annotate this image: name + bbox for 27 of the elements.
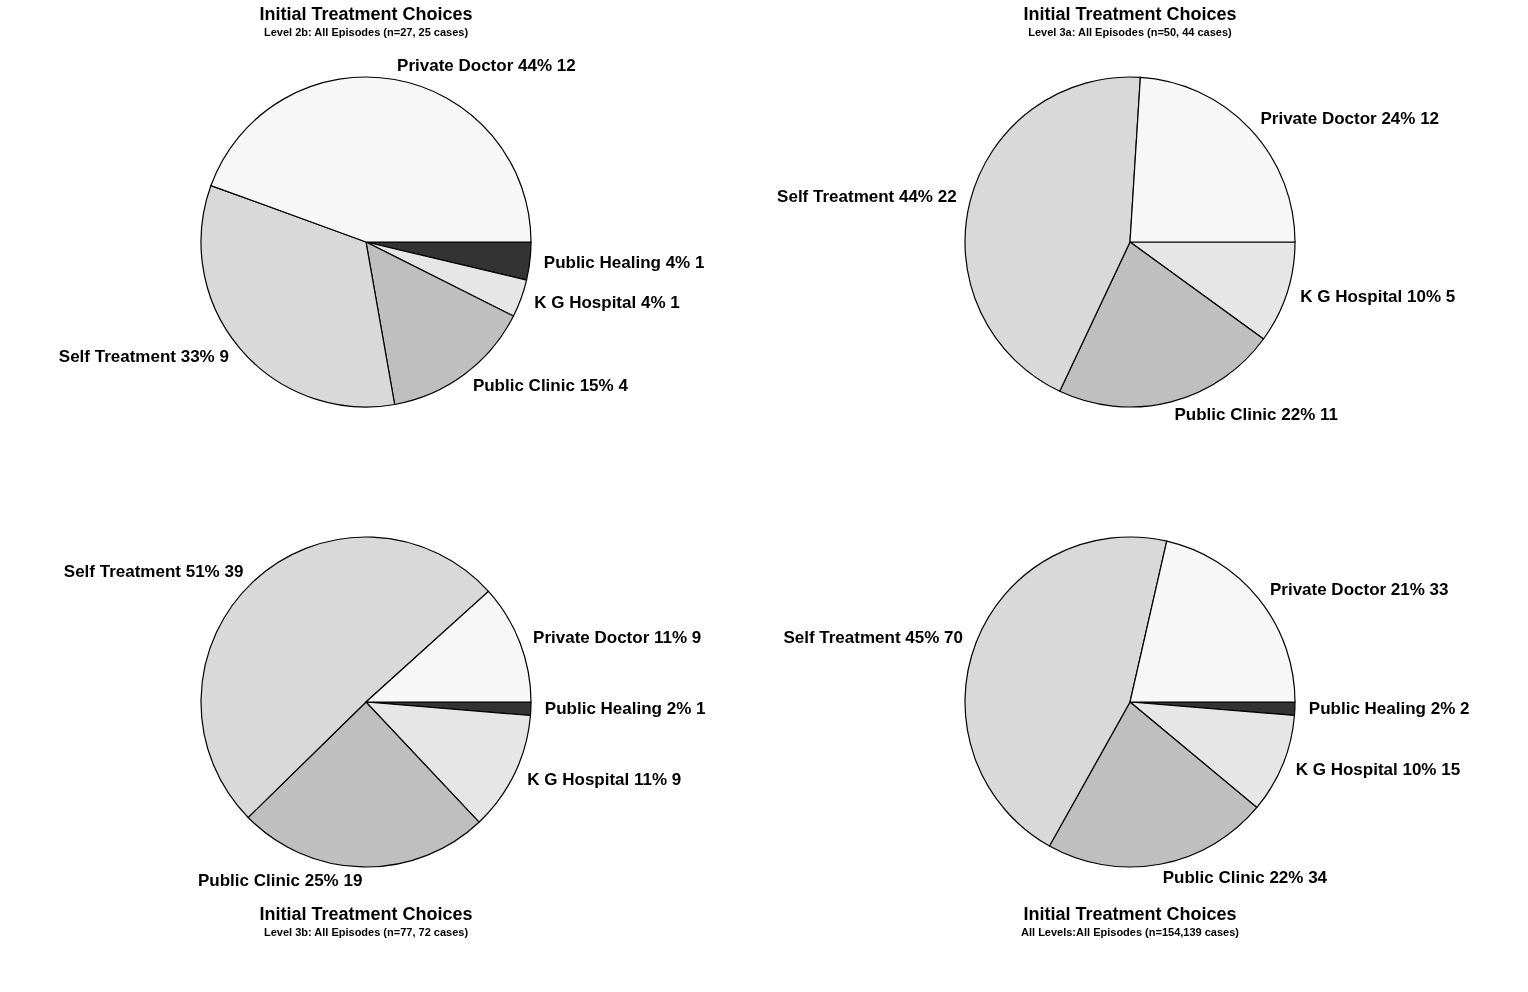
text: All Levels:All Episodes (n=154,139 cases) [1021, 926, 1240, 938]
slice-label: Private Doctor 44% 12 [397, 55, 576, 75]
slice-label: K G Hospital 4% 1 [534, 293, 680, 313]
slice-label: Self Treatment 51% 39 [63, 561, 244, 581]
slice-label: Private Doctor 21% 33 [1269, 580, 1449, 600]
slice-label: Private Doctor 11% 9 [533, 627, 702, 647]
slice-label: K G Hospital 11% 9 [527, 769, 682, 789]
text: Level 3b: All Episodes (n=77, 72 cases) [263, 926, 469, 938]
slice-label: Public Clinic 22% 34 [1162, 867, 1328, 887]
slice-label: Public Clinic 22% 11 [1174, 405, 1338, 425]
slice-label: Public Healing 2% 1 [544, 699, 706, 719]
slice-label: Self Treatment 44% 22 [777, 187, 957, 207]
slice-label: Public Healing 4% 1 [543, 252, 705, 272]
slice-label: Self Treatment 45% 70 [783, 627, 963, 647]
slice-label: Private Doctor 24% 12 [1260, 109, 1440, 129]
chart-subtitle: Level 2b: All Episodes (n=27, 25 cases) [263, 26, 469, 38]
chart-title: Initial Treatment Choices [259, 4, 473, 24]
slice-label: Public Clinic 15% 4 [472, 375, 629, 395]
slice-label: Public Clinic 25% 19 [197, 870, 363, 890]
slice-label: K G Hospital 10% 5 [1300, 287, 1456, 307]
slice-label: Public Healing 2% 2 [1308, 699, 1470, 719]
slice-label: K G Hospital 10% 15 [1295, 759, 1461, 779]
text: Initial Treatment Choices [259, 904, 473, 924]
text: Initial Treatment Choices [1023, 904, 1237, 924]
chart-title: Initial Treatment Choices [1023, 4, 1237, 24]
chart-subtitle: Level 3a: All Episodes (n=50, 44 cases) [1028, 26, 1233, 38]
slice-label: Self Treatment 33% 9 [58, 347, 229, 367]
